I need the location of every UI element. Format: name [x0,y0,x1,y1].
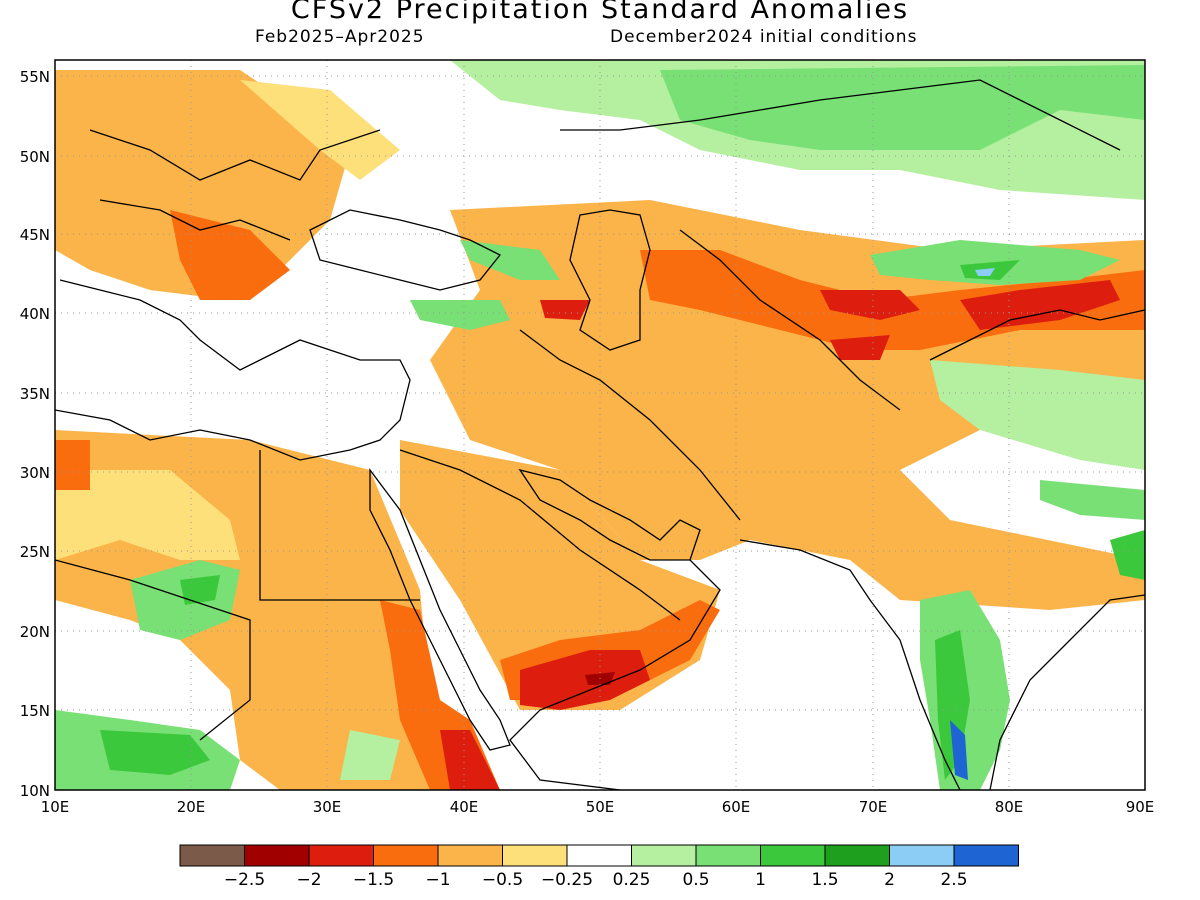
mediterranean-coast [55,279,411,461]
india-east-coast [989,594,1145,790]
longitude-labels: 10E 20E 30E 40E 50E 60E 70E 80E 90E [41,798,1155,816]
legend-label: 1.5 [811,870,838,890]
border-africa-2 [259,450,420,601]
legend-label: −2.5 [224,870,265,890]
border-iran [519,329,741,521]
very-dry-eastafrica [440,730,500,790]
wet-region-siberia-mid [660,65,1145,150]
lon-tick-label: 20E [177,798,206,816]
legend-swatch [953,844,1019,867]
very-dry-caucasus [540,300,590,320]
legend-label: −0.5 [482,870,523,890]
wet-region-chad-core [180,575,220,605]
lat-tick-label: 30N [20,464,50,482]
wet-region-bangladesh [1110,530,1145,580]
very-dry-hindukush [830,335,890,360]
legend-swatch [308,844,374,867]
lon-tick-label: 40E [450,798,479,816]
legend-swatch [760,844,826,867]
legend-label: −2 [296,870,321,890]
wet-region-sahel-core [100,730,210,775]
legend-swatch [566,844,632,867]
legend-swatch [179,844,245,867]
border-china [929,309,1145,361]
legend-label: 1 [755,870,766,890]
map-frame [54,59,1146,791]
border-europe-2 [99,199,291,241]
legend-label: 0.5 [682,870,709,890]
border-kazakh [560,79,1121,151]
legend-label: 0.25 [613,870,651,890]
lon-tick-label: 60E [722,798,751,816]
forecast-period: Feb2025–Apr2025 [255,27,425,47]
lat-tick-label: 55N [20,68,50,86]
legend-swatch [373,844,439,867]
lat-tick-label: 35N [20,385,50,403]
wet-region-turkey [410,300,510,330]
border-central [679,229,901,411]
india-coast [739,539,961,790]
legend-swatch [437,844,503,867]
legend-swatch [244,844,310,867]
very-dry-yemen [520,650,650,710]
legend-labels: −2.5 −2 −1.5 −1 −0.5 −0.25 0.25 0.5 1 1.5 2 2.5 [224,870,968,890]
lat-tick-label: 25N [20,543,50,561]
legend-label: −1 [425,870,450,890]
red-sea-coast [369,468,511,751]
arabian-sea-coast [509,559,721,790]
persian-gulf-coast [518,468,701,561]
latitude-labels: 55N 50N 45N 40N 35N 30N 25N 20N 15N 10N [20,68,50,800]
border-africa [55,559,251,741]
very-dry-tarim [960,280,1120,330]
legend-label: 2 [884,870,895,890]
caspian-coast [569,209,651,351]
wet-region-india-blue [950,720,968,780]
legend-swatch [889,844,955,867]
legend-colorbar [179,844,1019,867]
wet-region-himalaya [1040,480,1145,520]
lon-tick-label: 70E [859,798,888,816]
wet-region-tibet [930,360,1145,470]
legend-swatch [502,844,568,867]
anomaly-shading [55,60,1145,790]
black-sea-coast [309,209,502,291]
border-europe [89,129,381,181]
legend-swatch [824,844,890,867]
legend-swatch [695,844,761,867]
legend-label: −0.25 [541,870,593,890]
legend-label: −1.5 [353,870,394,890]
lon-tick-label: 30E [313,798,342,816]
lon-tick-label: 50E [586,798,615,816]
dry-region-europe-light [240,80,400,180]
lat-tick-label: 45N [20,226,50,244]
mod-dry-balkans [170,210,290,300]
lon-tick-label: 10E [41,798,70,816]
legend-swatch [631,844,697,867]
dry-region-europe [55,70,350,300]
lon-tick-label: 90E [1126,798,1155,816]
initial-conditions: December2024 initial conditions [610,27,918,47]
lat-tick-label: 15N [20,702,50,720]
coastlines [55,79,1145,790]
lat-tick-label: 50N [20,148,50,166]
mod-dry-africa-w [55,440,90,490]
dry-region-africa-light [55,470,240,560]
chart-title: CFSv2 Precipitation Standard Anomalies [290,0,910,25]
lon-tick-label: 80E [995,798,1024,816]
lat-tick-label: 10N [20,782,50,800]
lat-tick-label: 20N [20,623,50,641]
border-arabia [399,449,681,621]
wet-region-tien-shan-blue [975,268,995,276]
lat-tick-label: 40N [20,305,50,323]
wet-region-caspian [460,240,560,280]
wet-region-sudan [340,730,400,780]
legend-label: 2.5 [940,870,967,890]
